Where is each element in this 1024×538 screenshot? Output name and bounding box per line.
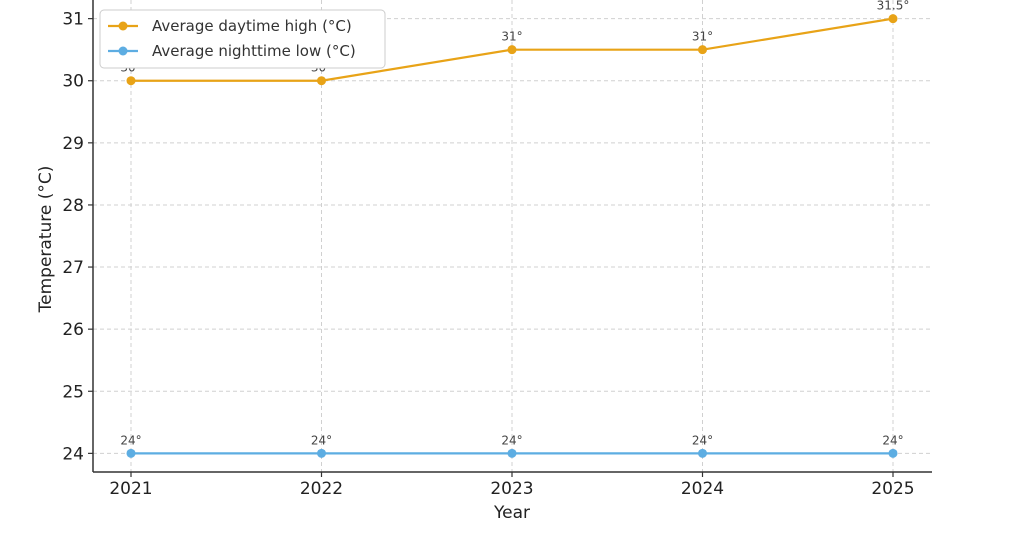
- data-label: 24°: [692, 433, 713, 447]
- legend-entry: Average daytime high (°C): [152, 17, 352, 35]
- data-label: 31°: [692, 30, 713, 44]
- data-point: [317, 448, 326, 458]
- data-label: 24°: [311, 433, 332, 447]
- y-tick-label: 26: [62, 320, 84, 340]
- data-label: 31°: [501, 30, 522, 44]
- legend-swatch-marker: [118, 21, 128, 31]
- data-label: 31.5°: [877, 0, 910, 13]
- data-point: [317, 76, 326, 86]
- data-point: [507, 448, 517, 458]
- data-label: 24°: [120, 433, 141, 447]
- legend-entry: Average nighttime low (°C): [152, 42, 356, 60]
- y-tick-label: 30: [62, 72, 84, 92]
- data-point: [698, 45, 707, 55]
- legend-swatch-marker: [118, 46, 128, 56]
- x-tick-label: 2024: [681, 479, 724, 499]
- x-tick-label: 2022: [300, 479, 343, 499]
- y-tick-label: 28: [62, 196, 84, 216]
- legend-box: [99, 9, 386, 69]
- legend: Average daytime high (°C) Average nightti…: [99, 9, 386, 69]
- data-point: [888, 448, 898, 458]
- data-point: [507, 45, 517, 55]
- data-point: [126, 448, 136, 458]
- data-point: [126, 76, 136, 86]
- data-point: [698, 448, 707, 458]
- y-axis-label: Temperature (°C): [36, 166, 56, 314]
- x-axis-label: Year: [493, 503, 530, 523]
- tick-labels: 24 25 26 27 28 29 30 31 2021 2022 2023 2024 2025: [62, 10, 914, 499]
- y-tick-label: 31: [62, 10, 84, 30]
- grid: [93, 0, 932, 472]
- data-point: [888, 14, 898, 24]
- x-tick-label: 2025: [871, 479, 914, 499]
- y-tick-label: 24: [62, 444, 84, 464]
- data-label: 24°: [501, 433, 522, 447]
- x-tick-label: 2023: [490, 479, 533, 499]
- y-tick-label: 27: [62, 258, 84, 278]
- y-tick-label: 25: [62, 382, 84, 402]
- series: [126, 14, 898, 458]
- data-label: 24°: [882, 433, 903, 447]
- x-tick-label: 2021: [109, 479, 152, 499]
- y-tick-label: 29: [62, 134, 84, 154]
